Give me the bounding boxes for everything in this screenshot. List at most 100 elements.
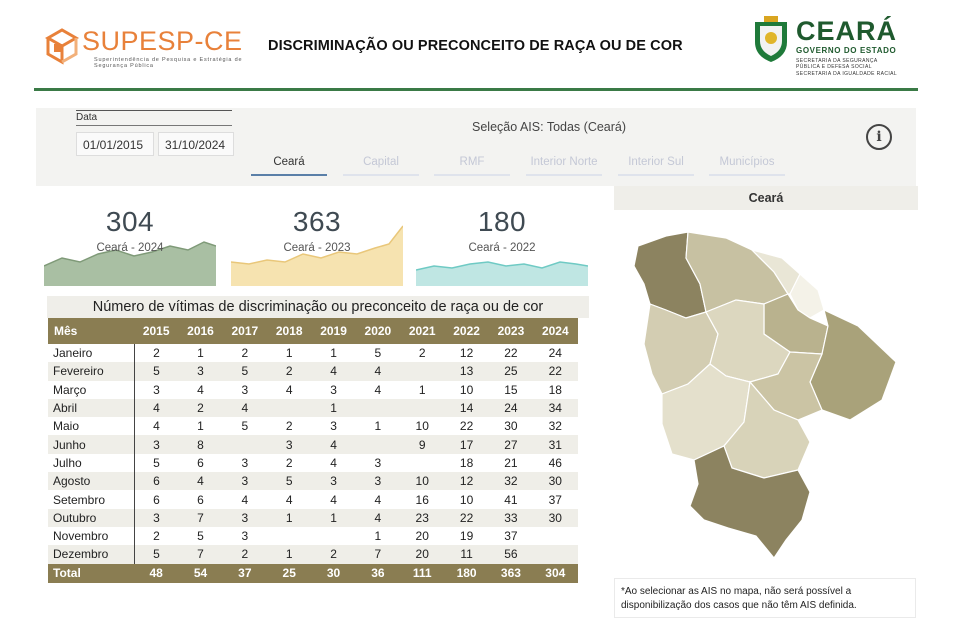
column-header-year[interactable]: 2017: [222, 318, 268, 344]
value-cell: 4: [355, 508, 401, 527]
table-row[interactable]: Setembro 6 6 4 4 4 4 16 10 41 37: [48, 490, 578, 509]
value-cell: 33: [488, 508, 534, 527]
supesp-brand-text: SUPESP-CE: [82, 26, 243, 56]
map-region-cariri[interactable]: [689, 445, 811, 560]
tab-rmf[interactable]: RMF: [434, 156, 510, 176]
value-cell: 12: [459, 346, 474, 361]
value-cell: 10: [459, 492, 474, 507]
tab-interior-norte[interactable]: Interior Norte: [526, 156, 602, 176]
value-cell: 4: [374, 382, 382, 397]
table-row[interactable]: Março 3 4 3 4 3 4 1 10 15 18: [48, 380, 578, 399]
value-cell: 4: [222, 398, 268, 418]
governo-do-estado-text: GOVERNO DO ESTADO: [796, 46, 897, 55]
kpi-sparkline-2024: [44, 241, 216, 286]
value-cell: 10: [459, 382, 474, 397]
value-cell: [355, 398, 401, 418]
date-end-input[interactable]: 31/10/2024: [158, 132, 234, 156]
kpi-label-2022: Ceará - 2022: [468, 242, 536, 254]
value-cell: 4: [330, 455, 337, 470]
tab-interior-sul-label: Interior Sul: [628, 156, 684, 168]
value-cell: 17: [444, 435, 489, 454]
tab-ceara[interactable]: Ceará: [251, 156, 327, 176]
value-cell: 31: [533, 435, 578, 454]
column-header-year[interactable]: 2019: [311, 318, 356, 344]
column-header-year[interactable]: 2020: [355, 318, 401, 344]
value-cell: 30: [533, 508, 578, 527]
table-row[interactable]: Janeiro 2 1 2 1 1 5 2 12 22 24: [48, 344, 578, 363]
value-cell: 56: [488, 545, 534, 564]
table-title: Número de vítimas de discriminação ou pr…: [47, 296, 589, 318]
value-cell: 11: [444, 545, 489, 564]
value-cell: 2: [241, 346, 249, 361]
kpi-card-2023[interactable]: 363 Ceará - 2023: [231, 200, 403, 290]
value-cell: 4: [197, 382, 204, 397]
info-icon[interactable]: i: [866, 124, 892, 150]
value-cell: 32: [488, 472, 534, 491]
value-cell: 1: [267, 545, 312, 564]
ceara-government-logo: CEARÁ GOVERNO DO ESTADO SECRETARIA DA SE…: [752, 14, 922, 84]
value-cell: 1: [330, 346, 337, 361]
header: SUPESP-CE Superintendência de Pesquisa e…: [0, 0, 977, 92]
kpi-card-2022[interactable]: 180 Ceará - 2022: [416, 200, 588, 290]
value-cell: 5: [267, 472, 312, 491]
column-header-year[interactable]: 2022: [444, 318, 489, 344]
month-cell: Junho: [48, 435, 135, 454]
value-cell: 5: [241, 419, 249, 434]
table-row[interactable]: Junho 3 8 3 4 9 17 27 31: [48, 435, 578, 454]
table-row[interactable]: Fevereiro 5 3 5 2 4 4 13 25 22: [48, 362, 578, 381]
column-header-year[interactable]: 2021: [400, 318, 445, 344]
total-value-cell: 36: [355, 563, 401, 583]
value-cell: 18: [548, 382, 562, 397]
table-row[interactable]: Maio 4 1 5 2 3 1 10 22 30 32: [48, 417, 578, 436]
value-cell: 1: [418, 382, 426, 397]
month-cell: Julho: [48, 453, 135, 473]
tab-capital[interactable]: Capital: [343, 156, 419, 176]
value-cell: 4: [311, 435, 356, 454]
value-cell: 3: [311, 472, 356, 491]
value-cell: 1: [311, 508, 356, 527]
column-header-year[interactable]: 2024: [533, 318, 578, 344]
table-row[interactable]: Outubro 3 7 3 1 1 4 23 22 33 30: [48, 508, 578, 527]
table-row[interactable]: Abril 4 2 4 1 14 24 34: [48, 398, 578, 418]
value-cell: 12: [444, 472, 489, 491]
table-row[interactable]: Julho 5 6 3 2 4 3 18 21 46: [48, 453, 578, 473]
value-cell: 1: [374, 529, 382, 544]
value-cell: [267, 398, 312, 418]
month-cell: Janeiro: [48, 344, 135, 363]
value-cell: 8: [178, 435, 223, 454]
table-row[interactable]: Agosto 6 4 3 5 3 3 10 12 32 30: [48, 472, 578, 491]
kpi-value-2022: 180: [477, 206, 527, 237]
value-cell: 20: [400, 545, 445, 564]
value-cell: 3: [374, 455, 382, 470]
table-row[interactable]: Dezembro 5 7 2 1 2 7 20 11 56: [48, 545, 578, 564]
table-row[interactable]: Novembro 2 5 3 1 20 19 37: [48, 526, 578, 546]
state-coat-of-arms-icon: [755, 16, 787, 62]
value-cell: 7: [355, 545, 401, 564]
value-cell: 18: [459, 455, 474, 470]
column-header-year[interactable]: 2015: [134, 318, 179, 344]
column-header-year[interactable]: 2018: [267, 318, 312, 344]
kpi-card-2024[interactable]: 304 Ceará - 2024: [44, 200, 216, 290]
tab-municipios[interactable]: Municípios: [709, 156, 785, 176]
column-header-month[interactable]: Mês: [48, 318, 134, 344]
tab-interior-norte-label: Interior Norte: [530, 156, 598, 168]
tab-interior-sul[interactable]: Interior Sul: [618, 156, 694, 176]
month-cell: Agosto: [48, 472, 135, 491]
date-start-input[interactable]: 01/01/2015: [76, 132, 154, 156]
value-cell: 2: [178, 398, 223, 418]
month-cell: Setembro: [48, 490, 135, 509]
value-cell: 1: [267, 508, 312, 527]
map-region-jaguaribe[interactable]: [809, 308, 897, 421]
value-cell: 4: [153, 419, 160, 434]
value-cell: 3: [330, 419, 337, 434]
value-cell: [400, 454, 444, 472]
page-title: DISCRIMINAÇÃO OU PRECONCEITO DE RAÇA OU …: [268, 38, 683, 54]
column-header-year[interactable]: 2023: [488, 318, 534, 344]
value-cell: 9: [400, 435, 445, 454]
value-cell: 27: [488, 435, 534, 454]
column-header-year[interactable]: 2016: [178, 318, 223, 344]
value-cell: 4: [134, 398, 179, 418]
month-cell: Outubro: [48, 508, 135, 527]
value-cell: 3: [178, 362, 223, 381]
value-cell: 4: [285, 382, 293, 397]
